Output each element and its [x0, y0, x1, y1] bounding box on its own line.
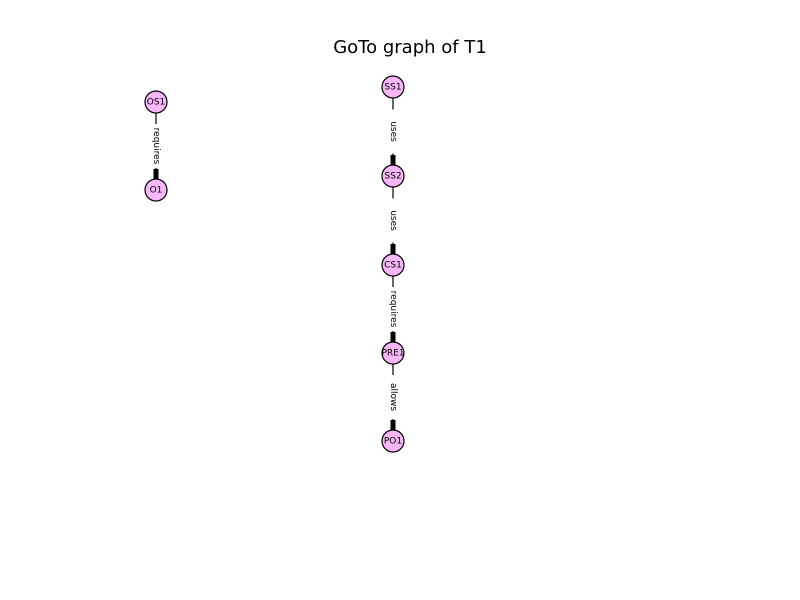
node-circle: [381, 164, 405, 188]
node-label: SS2: [384, 172, 401, 182]
node-label: OS1: [147, 98, 166, 108]
node-ss2: SS2: [381, 164, 405, 188]
node-circle: [381, 341, 405, 365]
node-label: PRE1: [381, 349, 404, 359]
node-o1: O1: [144, 178, 168, 202]
edge-label-background: [387, 287, 399, 331]
node-circle: [381, 253, 405, 277]
node-label: O1: [150, 186, 163, 196]
edge-label: requires: [388, 291, 398, 328]
node-po1: PO1: [381, 429, 405, 453]
node-cs1: CS1: [381, 253, 405, 277]
node-circle: [381, 429, 405, 453]
edge-os1-o1: requires: [150, 113, 162, 179]
edge-label-background: [387, 375, 399, 419]
edge-label-background: [387, 109, 399, 154]
edge-label-background: [387, 198, 399, 243]
edge-label-background: [150, 124, 162, 168]
node-label: PO1: [384, 437, 402, 447]
edge-pre1-po1: allows: [387, 364, 399, 430]
edge-ss1-ss2: uses: [387, 98, 399, 165]
edge-arrowhead: [390, 244, 396, 254]
nodes-layer: OS1 O1 SS1 SS2 CS1 PRE1 PO1: [144, 75, 405, 453]
edge-label: uses: [388, 210, 398, 231]
edge-arrowhead: [390, 332, 396, 342]
edge-arrowhead: [390, 420, 396, 430]
edge-label: allows: [388, 383, 398, 411]
edge-label: uses: [388, 121, 398, 142]
node-pre1: PRE1: [381, 341, 405, 365]
node-circle: [381, 75, 405, 99]
node-label: CS1: [384, 261, 402, 271]
graph-title: GoTo graph of T1: [333, 37, 487, 58]
edge-ss2-cs1: uses: [387, 187, 399, 254]
edge-cs1-pre1: requires: [387, 276, 399, 342]
edges-layer: requires uses uses requires allows: [150, 98, 399, 430]
node-ss1: SS1: [381, 75, 405, 99]
edge-arrowhead: [153, 169, 159, 179]
node-os1: OS1: [144, 90, 168, 114]
node-label: SS1: [384, 83, 401, 93]
node-circle: [144, 178, 168, 202]
edge-label: requires: [151, 128, 161, 165]
node-circle: [144, 90, 168, 114]
edge-arrowhead: [390, 155, 396, 165]
